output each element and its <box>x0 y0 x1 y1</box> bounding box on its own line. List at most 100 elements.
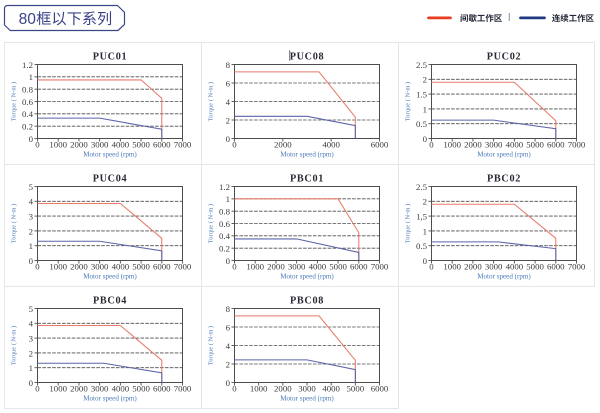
svg-text:1000: 1000 <box>49 261 67 271</box>
svg-text:1: 1 <box>29 363 33 373</box>
svg-text:2: 2 <box>226 115 230 125</box>
svg-text:0: 0 <box>232 383 237 393</box>
svg-text:4000: 4000 <box>309 261 327 271</box>
svg-text:6000: 6000 <box>153 383 171 393</box>
svg-text:1.2: 1.2 <box>219 182 230 192</box>
svg-text:7000: 7000 <box>568 139 586 149</box>
svg-text:80: 80 <box>19 11 37 28</box>
svg-text:0: 0 <box>232 139 237 149</box>
svg-text:PBC02: PBC02 <box>487 174 521 185</box>
svg-text:0: 0 <box>35 261 40 271</box>
svg-text:4000: 4000 <box>322 383 340 393</box>
svg-text:3: 3 <box>29 334 34 344</box>
svg-text:PBC01: PBC01 <box>290 174 324 185</box>
svg-text:Torque ( N-m ): Torque ( N-m ) <box>11 204 18 243</box>
svg-text:Motor speed (rpm): Motor speed (rpm) <box>280 395 334 403</box>
svg-text:1: 1 <box>226 194 230 204</box>
svg-text:Motor speed (rpm): Motor speed (rpm) <box>83 395 137 403</box>
svg-text:0: 0 <box>423 256 428 266</box>
svg-text:4: 4 <box>226 97 231 107</box>
svg-text:5000: 5000 <box>329 261 347 271</box>
svg-text:0: 0 <box>226 378 231 388</box>
svg-text:0: 0 <box>232 261 237 271</box>
svg-text:5000: 5000 <box>526 261 544 271</box>
svg-text:5000: 5000 <box>132 383 150 393</box>
svg-text:0: 0 <box>29 378 34 388</box>
svg-text:1: 1 <box>29 241 33 251</box>
svg-text:6000: 6000 <box>371 383 389 393</box>
svg-text:5: 5 <box>29 304 34 314</box>
svg-text:8: 8 <box>226 304 231 314</box>
svg-text:0: 0 <box>29 256 34 266</box>
svg-text:2000: 2000 <box>464 261 482 271</box>
svg-text:0.6: 0.6 <box>219 219 231 229</box>
svg-text:7000: 7000 <box>371 261 389 271</box>
svg-text:Torque ( N-m ): Torque ( N-m ) <box>11 82 18 121</box>
svg-text:2000: 2000 <box>274 139 292 149</box>
svg-text:3000: 3000 <box>288 261 306 271</box>
svg-text:3000: 3000 <box>91 139 109 149</box>
svg-text:0.8: 0.8 <box>219 207 231 217</box>
svg-text:6000: 6000 <box>371 139 389 149</box>
svg-text:4000: 4000 <box>322 139 340 149</box>
svg-text:2: 2 <box>226 359 230 369</box>
svg-text:5000: 5000 <box>132 261 150 271</box>
svg-text:1000: 1000 <box>49 383 67 393</box>
svg-text:1000: 1000 <box>443 261 461 271</box>
svg-text:7000: 7000 <box>174 139 192 149</box>
svg-text:0.4: 0.4 <box>22 109 34 119</box>
svg-text:Motor speed (rpm): Motor speed (rpm) <box>83 273 137 281</box>
svg-text:Torque ( N-m ): Torque ( N-m ) <box>208 326 215 365</box>
svg-text:4000: 4000 <box>112 383 130 393</box>
svg-text:8: 8 <box>226 60 231 70</box>
svg-text:4000: 4000 <box>112 261 130 271</box>
svg-text:0.6: 0.6 <box>22 97 34 107</box>
svg-text:7000: 7000 <box>568 261 586 271</box>
svg-text:6: 6 <box>226 78 231 88</box>
svg-text:Torque ( N-m ): Torque ( N-m ) <box>405 204 412 243</box>
svg-text:6000: 6000 <box>350 261 368 271</box>
svg-text:Torque ( N-m ): Torque ( N-m ) <box>405 82 412 121</box>
svg-text:0.8: 0.8 <box>22 85 34 95</box>
svg-text:0: 0 <box>429 261 434 271</box>
svg-text:0.5: 0.5 <box>416 119 428 129</box>
svg-text:6000: 6000 <box>153 261 171 271</box>
svg-text:2000: 2000 <box>464 139 482 149</box>
svg-text:Motor speed (rpm): Motor speed (rpm) <box>83 151 137 159</box>
svg-text:0: 0 <box>35 139 40 149</box>
svg-text:0.2: 0.2 <box>22 122 33 132</box>
svg-text:1000: 1000 <box>443 139 461 149</box>
svg-text:1000: 1000 <box>246 261 264 271</box>
svg-text:1: 1 <box>423 226 427 236</box>
svg-text:PBC04: PBC04 <box>93 296 127 307</box>
svg-text:5000: 5000 <box>347 383 365 393</box>
svg-text:0: 0 <box>35 383 40 393</box>
svg-text:7000: 7000 <box>174 261 192 271</box>
svg-text:PUC04: PUC04 <box>93 174 128 185</box>
svg-text:5000: 5000 <box>526 139 544 149</box>
svg-text:4000: 4000 <box>112 139 130 149</box>
svg-text:2.5: 2.5 <box>416 182 428 192</box>
svg-text:3000: 3000 <box>91 261 109 271</box>
svg-text:0: 0 <box>29 134 34 144</box>
svg-text:2: 2 <box>423 197 427 207</box>
svg-text:2: 2 <box>29 348 33 358</box>
svg-text:4000: 4000 <box>506 261 524 271</box>
svg-text:3: 3 <box>29 212 34 222</box>
svg-text:Motor speed (rpm): Motor speed (rpm) <box>280 273 334 281</box>
svg-text:2000: 2000 <box>70 261 88 271</box>
svg-text:2000: 2000 <box>267 261 285 271</box>
svg-text:2000: 2000 <box>70 383 88 393</box>
svg-text:5000: 5000 <box>132 139 150 149</box>
svg-text:1: 1 <box>29 72 33 82</box>
svg-text:1.5: 1.5 <box>416 90 428 100</box>
svg-text:2000: 2000 <box>70 139 88 149</box>
svg-text:1,5: 1,5 <box>416 212 428 222</box>
svg-text:4000: 4000 <box>506 139 524 149</box>
svg-text:Motor speed (rpm): Motor speed (rpm) <box>280 151 334 159</box>
svg-text:3000: 3000 <box>485 139 503 149</box>
svg-text:2: 2 <box>29 226 33 236</box>
svg-text:PBC08: PBC08 <box>290 296 324 307</box>
svg-text:PUC08: PUC08 <box>290 52 325 63</box>
svg-text:1.2: 1.2 <box>22 60 33 70</box>
